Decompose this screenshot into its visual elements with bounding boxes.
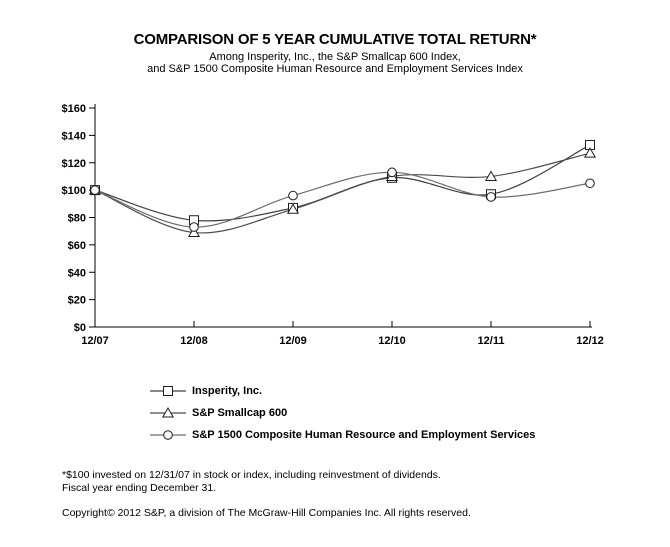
chart-subtitle-line1: Among Insperity, Inc., the S&P Smallcap …	[209, 51, 461, 63]
legend-label-sp-smallcap-600: S&P Smallcap 600	[192, 407, 288, 419]
chart-legend: Insperity, Inc. S&P Smallcap 600 S&P 150…	[150, 385, 535, 451]
legend-item-sp-1500-composite: S&P 1500 Composite Human Resource and Em…	[150, 429, 535, 441]
marker-triangle	[484, 170, 498, 181]
legend-label-sp-1500-composite: S&P 1500 Composite Human Resource and Em…	[192, 429, 536, 441]
y-tick-label: $120	[62, 158, 86, 170]
y-tick-label: $80	[68, 213, 86, 225]
chart-title: COMPARISON OF 5 YEAR CUMULATIVE TOTAL RE…	[133, 31, 537, 48]
marker-circle	[486, 192, 496, 202]
marker-triangle	[187, 226, 201, 238]
marker-circle	[387, 167, 397, 178]
marker-circle	[189, 222, 199, 232]
series-line-square	[94, 144, 591, 222]
x-tick-label: 12/09	[279, 335, 307, 347]
marker-circle	[90, 185, 100, 195]
y-tick-label: $60	[68, 240, 86, 252]
marker-circle	[585, 178, 595, 189]
y-tick-label: $160	[62, 103, 86, 115]
chart-subtitle-line2: and S&P 1500 Composite Human Resource an…	[147, 63, 523, 75]
y-tick-label: $40	[68, 267, 86, 279]
footnote-block: *$100 invested on 12/31/07 in stock or i…	[62, 469, 441, 494]
copyright-line: Copyright© 2012 S&P, a division of The M…	[62, 507, 471, 519]
x-tick-label: 12/10	[378, 335, 406, 347]
x-tick-label: 12/08	[180, 335, 208, 347]
x-tick-label: 12/07	[81, 335, 109, 347]
legend-item-insperity: Insperity, Inc.	[150, 385, 535, 397]
y-tick-label: $0	[74, 322, 86, 334]
series-line-triangle	[94, 152, 591, 234]
marker-square	[163, 386, 173, 396]
marker-triangle	[583, 147, 597, 158]
legend-marker-circle-icon	[150, 430, 186, 440]
cumulative-return-line-chart: $0 $20 $40 $60 $80 $100 $120 $140 $160 12/07 12/08…	[62, 103, 604, 347]
x-tick-label: 12/11	[478, 335, 505, 347]
marker-circle	[163, 430, 173, 440]
footnote-line-2: Fiscal year ending December 31.	[62, 481, 217, 494]
marker-triangle	[161, 407, 175, 418]
x-tick-label: 12/12	[576, 335, 604, 347]
series-line-circle	[94, 171, 591, 228]
legend-item-sp-smallcap-600: S&P Smallcap 600	[150, 407, 535, 419]
marker-triangle	[286, 203, 300, 214]
marker-circle	[288, 190, 298, 201]
legend-marker-square-icon	[150, 386, 186, 396]
legend-label-insperity: Insperity, Inc.	[192, 385, 263, 397]
y-tick-label: $140	[62, 130, 86, 142]
y-tick-label: $100	[62, 185, 86, 197]
legend-marker-triangle-icon	[150, 407, 186, 418]
y-tick-label: $20	[68, 295, 86, 307]
footnote-line-1: *$100 invested on 12/31/07 in stock or i…	[62, 469, 441, 481]
